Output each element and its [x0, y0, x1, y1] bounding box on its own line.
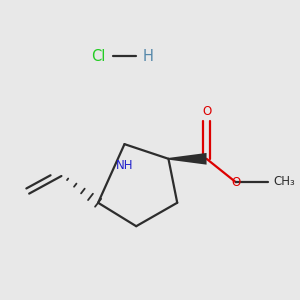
Text: Cl: Cl: [91, 49, 105, 64]
Text: O: O: [232, 176, 241, 189]
Polygon shape: [168, 153, 206, 165]
Text: O: O: [202, 104, 212, 118]
Text: NH: NH: [116, 159, 133, 172]
Text: CH₃: CH₃: [273, 175, 295, 188]
Text: H: H: [142, 49, 153, 64]
